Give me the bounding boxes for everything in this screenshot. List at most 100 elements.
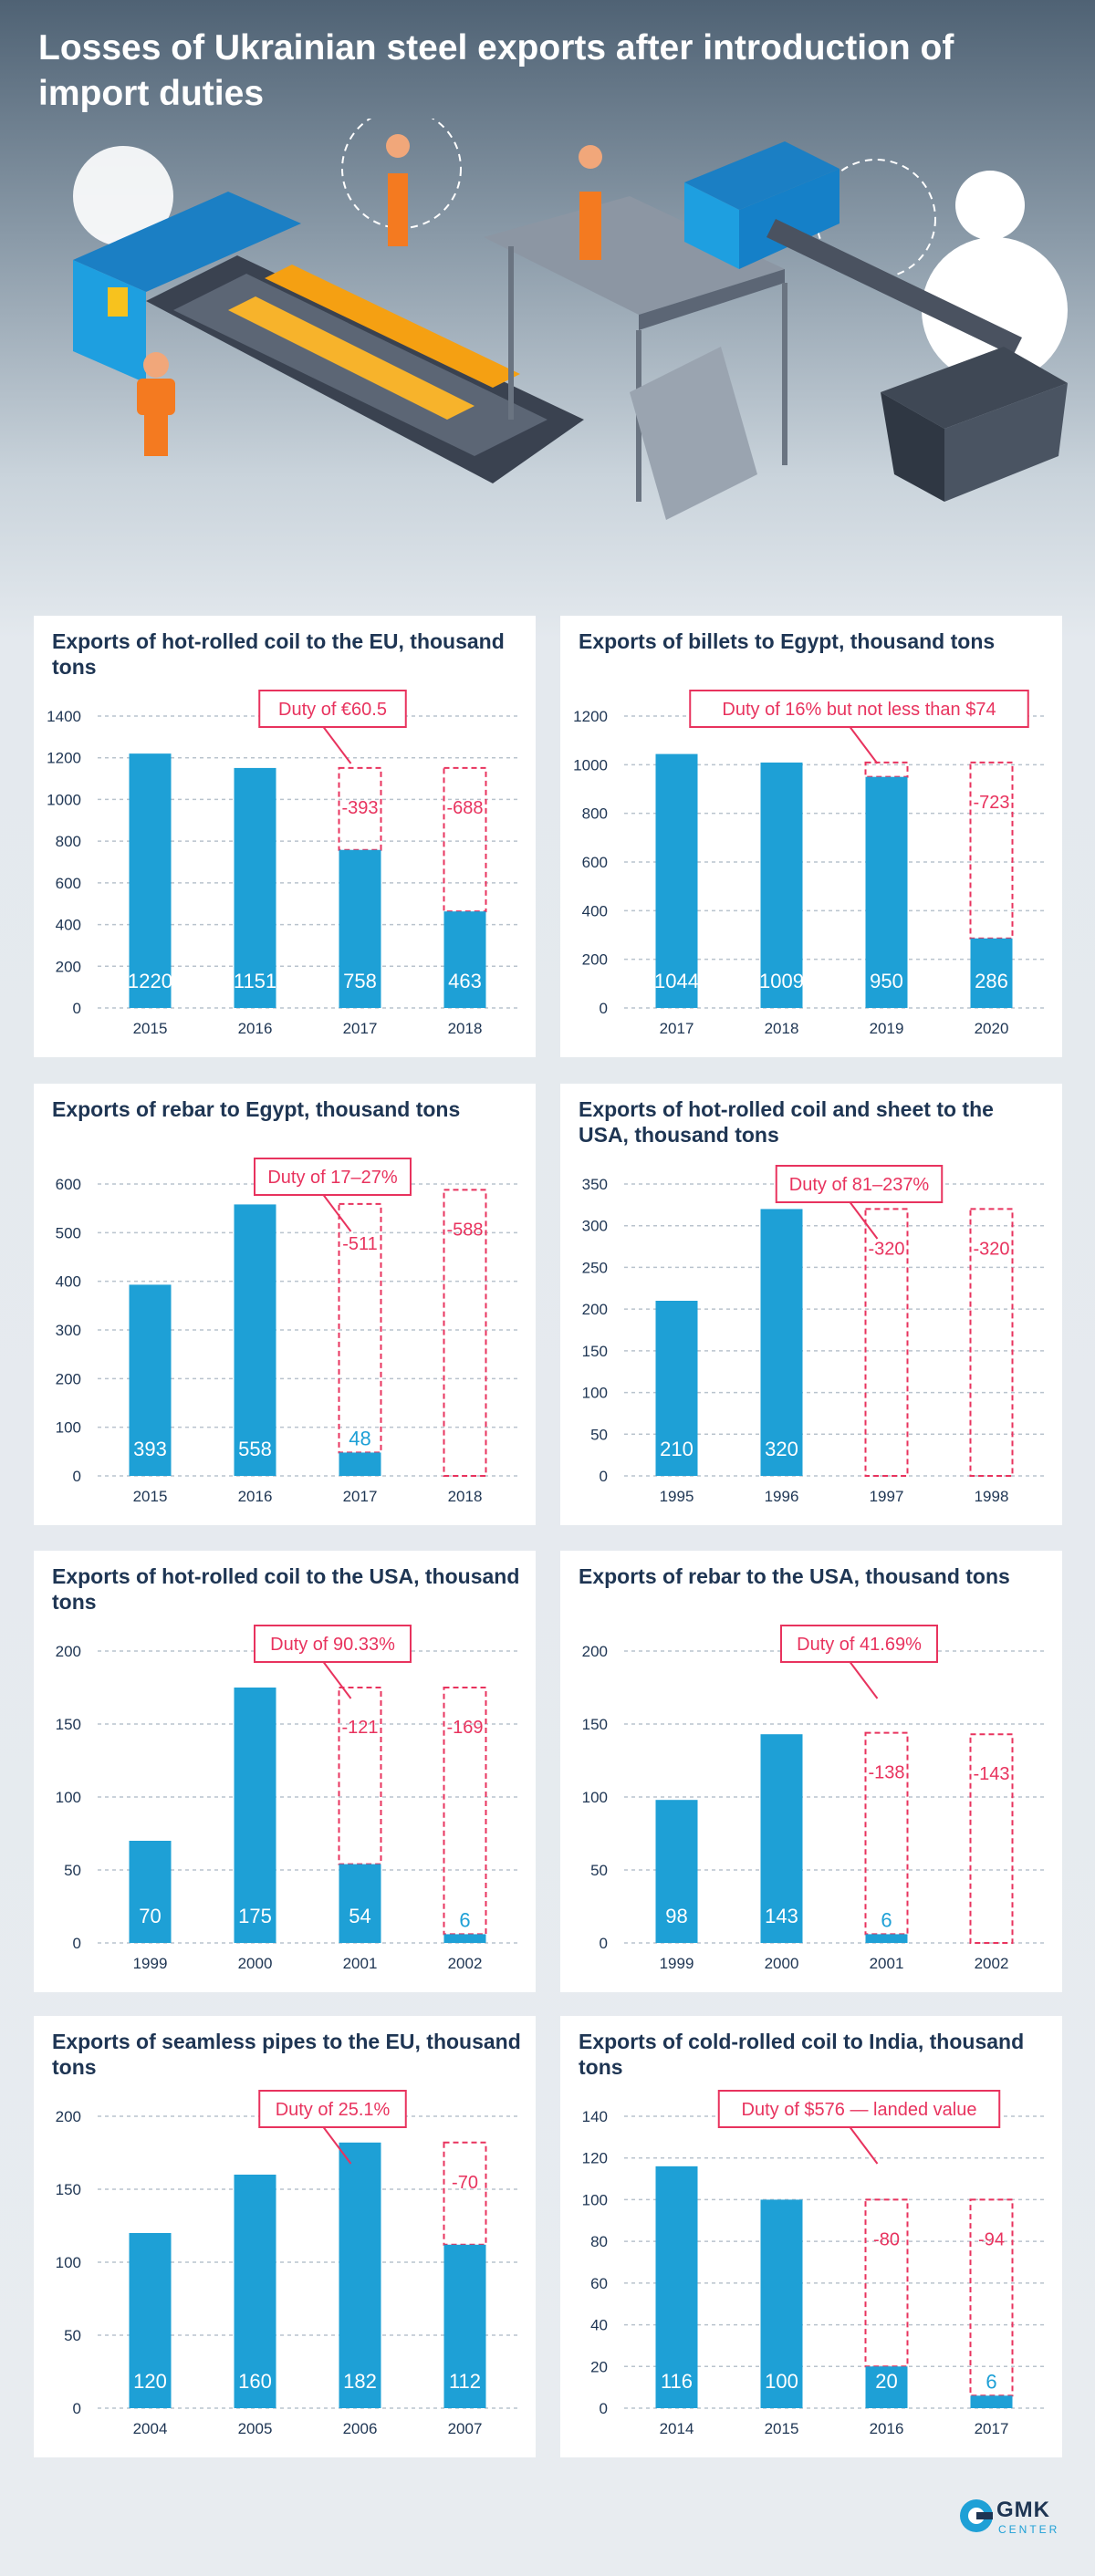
chart-panel-billets-egypt: Exports of billets to Egypt, thousand to… [560, 616, 1062, 1057]
x-tick-label: 2000 [765, 1955, 799, 1972]
value-label: 143 [765, 1905, 798, 1927]
bar [760, 1209, 803, 1476]
chart-panel-hrc-usa: Exports of hot-rolled coil to the USA, t… [34, 1551, 536, 1992]
y-tick-label: 60 [590, 2275, 608, 2292]
y-tick-label: 150 [582, 1343, 608, 1360]
loss-box [969, 761, 1014, 940]
x-tick-label: 1999 [133, 1955, 168, 1972]
y-tick-label: 250 [582, 1259, 608, 1276]
y-tick-label: 150 [582, 1716, 608, 1733]
bar [234, 1204, 276, 1476]
chart-panel-hrc-eu: Exports of hot-rolled coil to the EU, th… [34, 616, 536, 1057]
y-tick-label: 50 [64, 2327, 81, 2344]
y-tick-label: 50 [64, 1862, 81, 1879]
duty-pointer [849, 726, 879, 764]
value-label: 112 [449, 2370, 481, 2393]
value-label: 758 [343, 970, 377, 992]
loss-label: -143 [973, 1764, 1009, 1784]
y-tick-label: 100 [582, 2191, 608, 2208]
bar-chart: 0 50 100 150 200 120 2004 160 2005 182 2006 -70 112 2… [56, 2090, 517, 2437]
x-tick-label: 2000 [238, 1955, 273, 1972]
loss-box [969, 1733, 1014, 1944]
duty-label: Duty of 81–237% [789, 1175, 930, 1195]
chart-panel-pipes-eu: Exports of seamless pipes to the EU, tho… [34, 2016, 536, 2457]
bar-chart: 0 200 400 600 800 1000 1200 1400 1220 2015 1151 201… [47, 690, 517, 1037]
y-tick-label: 500 [56, 1224, 81, 1241]
y-tick-label: 0 [600, 1468, 608, 1485]
duty-callout-box [254, 1158, 412, 1196]
duty-pointer [322, 2126, 352, 2165]
chart-title: Exports of hot-rolled coil and sheet to … [579, 1097, 994, 1147]
y-tick-label: 0 [73, 1468, 81, 1485]
x-tick-label: 2002 [448, 1955, 483, 1972]
value-label: 6 [881, 1908, 892, 1931]
value-label: 1044 [654, 970, 699, 992]
x-tick-label: 2016 [238, 1488, 273, 1505]
x-tick-label: 2018 [448, 1020, 483, 1037]
x-tick-label: 2007 [448, 2420, 483, 2437]
y-tick-label: 0 [73, 2400, 81, 2417]
loss-label: -688 [446, 798, 483, 818]
y-tick-label: 800 [56, 833, 81, 850]
chart-panel-crc-india: Exports of cold-rolled coil to India, th… [560, 2016, 1062, 2457]
duty-label: Duty of 16% but not less than $74 [722, 700, 996, 720]
bar [970, 2395, 1013, 2408]
y-tick-label: 800 [582, 805, 608, 823]
x-tick-label: 2002 [975, 1955, 1009, 1972]
bar-chart: 0 20 40 60 80 100 120 140 116 2014 100 2015 -80 20 201… [582, 2090, 1044, 2437]
x-tick-label: 2005 [238, 2420, 273, 2437]
value-label: 320 [765, 1438, 798, 1460]
loss-box [969, 2198, 1014, 2397]
y-tick-label: 200 [56, 1370, 81, 1387]
y-tick-label: 1000 [573, 756, 608, 774]
y-tick-label: 1200 [47, 750, 81, 767]
loss-label: -393 [341, 798, 378, 818]
y-tick-label: 200 [56, 1643, 81, 1660]
y-tick-label: 1200 [573, 708, 608, 725]
value-label: 20 [875, 2370, 897, 2393]
loss-box [443, 1189, 487, 1478]
duty-callout-box [689, 690, 1029, 728]
y-tick-label: 150 [56, 2181, 81, 2198]
y-tick-label: 0 [73, 1935, 81, 1952]
x-tick-label: 1997 [870, 1488, 904, 1505]
loss-box [864, 2198, 909, 2368]
y-tick-label: 600 [56, 1176, 81, 1193]
bar [970, 938, 1013, 1008]
y-tick-label: 100 [582, 1385, 608, 1402]
value-label: 6 [459, 1908, 470, 1931]
x-tick-label: 2015 [765, 2420, 799, 2437]
loss-label: -94 [978, 2229, 1005, 2249]
bar [865, 2366, 908, 2408]
y-tick-label: 0 [73, 1000, 81, 1017]
value-label: 950 [870, 970, 903, 992]
value-label: 160 [238, 2370, 272, 2393]
y-tick-label: 120 [582, 2150, 608, 2167]
loss-label: -80 [873, 2229, 900, 2249]
chart-title: Exports of hot-rolled coil to the EU, th… [52, 629, 505, 679]
bar [865, 776, 908, 1008]
loss-box [864, 1731, 909, 1936]
x-tick-label: 2018 [448, 1488, 483, 1505]
x-tick-label: 2020 [975, 1020, 1009, 1037]
bar [234, 2175, 276, 2408]
chart-panel-rebar-egypt: Exports of rebar to Egypt, thousand tons… [34, 1084, 536, 1525]
chart-title: Exports of hot-rolled coil to the USA, t… [52, 1564, 520, 1614]
y-tick-label: 100 [56, 1789, 81, 1806]
y-tick-label: 300 [582, 1218, 608, 1235]
duty-pointer [849, 2126, 879, 2165]
y-tick-label: 150 [56, 1716, 81, 1733]
logo-name: GMK [996, 2498, 1050, 2522]
bar-chart: 0 50 100 150 200 70 1999 175 2000 -121 54 2001 -169 6… [56, 1625, 517, 1972]
loss-label: -511 [342, 1234, 378, 1254]
value-label: 286 [975, 970, 1008, 992]
x-tick-label: 2017 [660, 1020, 694, 1037]
y-tick-label: 80 [590, 2233, 608, 2250]
y-tick-label: 200 [582, 951, 608, 969]
y-tick-label: 100 [56, 2254, 81, 2271]
value-label: 1220 [128, 970, 172, 992]
bar-chart: 0 50 100 150 200 250 300 350 210 1995 320 1996 -320 1… [582, 1165, 1044, 1505]
chart-title: Exports of cold-rolled coil to India, th… [579, 2030, 1025, 2079]
y-tick-label: 40 [590, 2317, 608, 2334]
value-label: 393 [133, 1438, 167, 1460]
